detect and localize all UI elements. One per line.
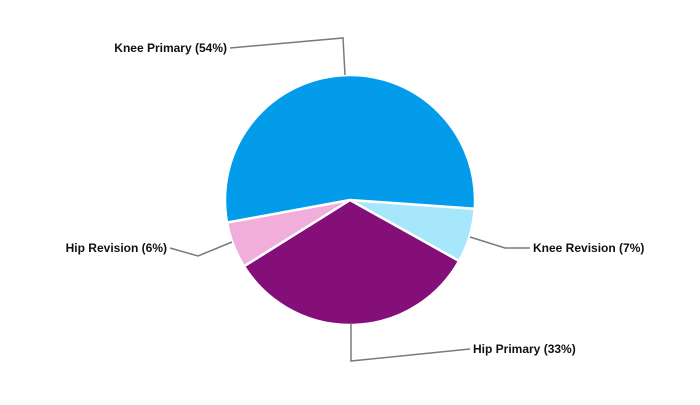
pie-slice-hip-primary bbox=[242, 198, 461, 327]
slice-label-hip-revision: Hip Revision (6%) bbox=[66, 241, 167, 255]
slice-label-knee-primary: Knee Primary (54%) bbox=[114, 41, 227, 55]
leader-line-hip-revision bbox=[169, 241, 233, 257]
pie-slice-knee-primary bbox=[223, 73, 477, 225]
leader-line-knee-revision bbox=[469, 236, 530, 249]
slice-label-knee-revision: Knee Revision (7%) bbox=[533, 241, 644, 255]
leader-line-hip-primary bbox=[350, 324, 471, 362]
slice-label-hip-primary: Hip Primary (33%) bbox=[473, 342, 576, 356]
leader-line-knee-primary bbox=[229, 37, 346, 76]
